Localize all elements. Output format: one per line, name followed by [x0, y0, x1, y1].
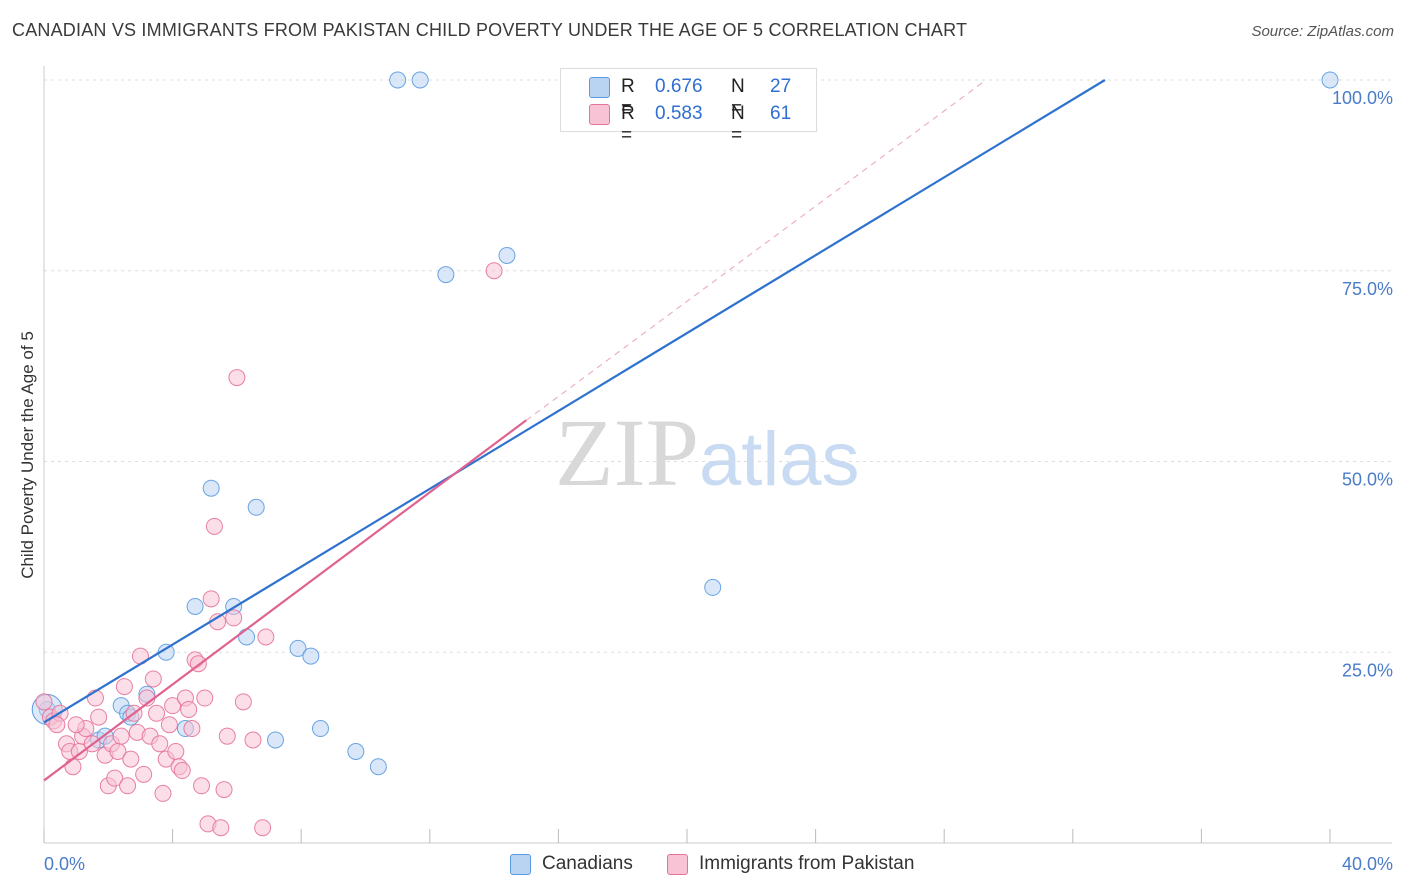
trend-line-canadians — [43, 79, 1106, 724]
point-canadians — [704, 578, 722, 596]
y-tick-label: 25.0% — [1342, 660, 1393, 680]
point-pakistan — [228, 369, 246, 387]
point-pakistan — [122, 750, 140, 768]
point-canadians — [347, 742, 365, 760]
point-pakistan — [90, 708, 108, 726]
legend-r-label: R = — [621, 76, 635, 119]
point-pakistan — [160, 716, 178, 734]
legend-r-value: 0.583 — [655, 103, 703, 124]
point-pakistan — [202, 590, 220, 608]
point-pakistan — [183, 720, 201, 738]
point-pakistan — [173, 762, 191, 780]
legend-n-value: 27 — [770, 76, 792, 97]
point-pakistan — [234, 693, 252, 711]
series-pakistan — [35, 262, 503, 837]
legend-swatch-canadians — [589, 77, 610, 98]
legend-r-value: 0.676 — [655, 76, 703, 97]
point-canadians — [311, 720, 329, 738]
point-canadians — [1321, 71, 1339, 89]
x-tick-label: 0.0% — [44, 854, 85, 874]
point-canadians — [266, 731, 284, 749]
y-tick-label: 50.0% — [1342, 470, 1393, 490]
point-pakistan — [106, 769, 124, 787]
point-pakistan — [225, 609, 243, 627]
point-pakistan — [244, 731, 262, 749]
legend-r-label: R = — [621, 103, 635, 146]
point-canadians — [186, 597, 204, 615]
point-pakistan — [257, 628, 275, 646]
x-tick-label: 40.0% — [1342, 854, 1393, 874]
legend-n-value: 61 — [770, 103, 792, 124]
point-pakistan — [212, 819, 230, 837]
point-pakistan — [64, 758, 82, 776]
point-pakistan — [48, 716, 66, 734]
point-pakistan — [485, 262, 503, 280]
point-pakistan — [196, 689, 214, 707]
watermark-atlas: atlas — [699, 417, 860, 502]
axes — [43, 66, 1392, 844]
point-pakistan — [119, 777, 137, 795]
bottom-legend-swatch-pakistan — [667, 854, 688, 875]
y-tick-label: 75.0% — [1342, 279, 1393, 299]
point-canadians — [369, 758, 387, 776]
point-pakistan — [205, 517, 223, 535]
point-pakistan — [144, 670, 162, 688]
point-canadians — [498, 246, 516, 264]
grid-lines — [44, 79, 1392, 653]
series-canadians — [31, 71, 1339, 776]
point-pakistan — [115, 678, 133, 696]
point-canadians — [302, 647, 320, 665]
point-pakistan — [164, 697, 182, 715]
y-tick-label: 100.0% — [1332, 88, 1393, 108]
chart-source: Source: ZipAtlas.com — [1251, 23, 1394, 40]
chart-title: CANADIAN VS IMMIGRANTS FROM PAKISTAN CHI… — [12, 20, 968, 40]
legend-swatch-pakistan — [589, 104, 610, 125]
point-pakistan — [151, 735, 169, 753]
legend-n-label: N = — [731, 103, 745, 146]
tick-labels: 25.0% 50.0% 75.0% 100.0% 0.0% 40.0% — [44, 88, 1393, 874]
watermark: ZIPatlas — [555, 405, 860, 508]
trend-lines — [43, 79, 1106, 782]
point-pakistan — [35, 693, 53, 711]
point-canadians — [247, 498, 265, 516]
trend-line-pakistan — [43, 419, 527, 782]
point-pakistan — [67, 716, 85, 734]
point-canadians — [238, 628, 256, 646]
point-canadians — [289, 639, 307, 657]
legend: R = 0.676 N = 27 R = 0.583 N = 61 — [560, 68, 817, 146]
point-pakistan — [215, 781, 233, 799]
point-pakistan — [135, 765, 153, 783]
point-pakistan — [180, 700, 198, 718]
bottom-legend-swatch-canadians — [510, 854, 531, 875]
point-pakistan — [148, 704, 166, 722]
point-canadians — [411, 71, 429, 89]
watermark-zip: ZIP — [555, 399, 699, 506]
point-canadians — [437, 266, 455, 284]
point-pakistan — [218, 727, 236, 745]
bottom-legend-label-pakistan: Immigrants from Pakistan — [699, 853, 915, 874]
trend-line-pakistan-dashed — [525, 79, 987, 421]
point-pakistan — [167, 742, 185, 760]
point-pakistan — [112, 727, 130, 745]
legend-n-label: N = — [731, 76, 745, 119]
point-pakistan — [254, 819, 272, 837]
point-canadians — [389, 71, 407, 89]
point-pakistan — [154, 784, 172, 802]
point-pakistan — [193, 777, 211, 795]
point-canadians — [202, 479, 220, 497]
bottom-legend-label-canadians: Canadians — [542, 853, 633, 874]
